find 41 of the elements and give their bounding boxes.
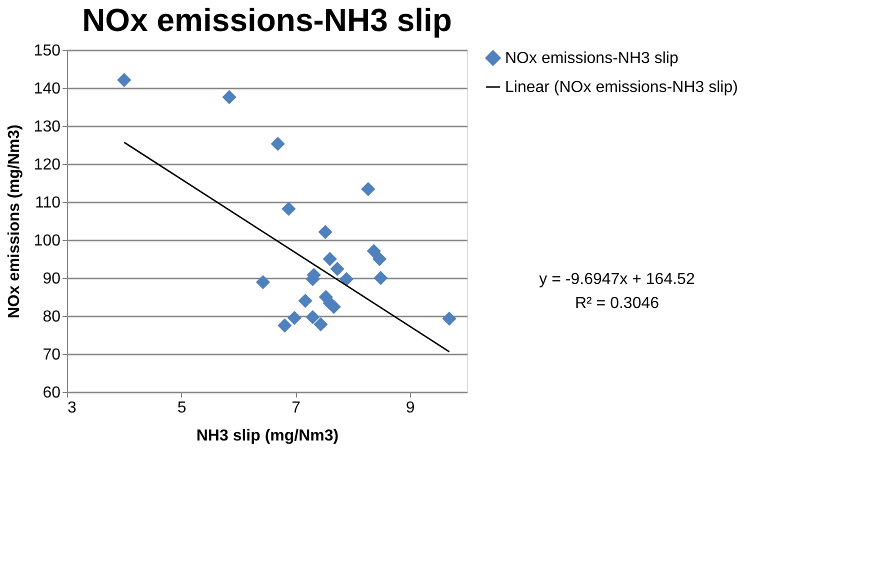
legend-label: NOx emissions-NH3 slip bbox=[505, 50, 678, 67]
point bbox=[374, 270, 388, 286]
point bbox=[298, 294, 312, 308]
y-tick-label: 140 bbox=[34, 80, 61, 98]
y-tick-label: 100 bbox=[34, 232, 61, 250]
point bbox=[287, 310, 302, 325]
legend-label: Linear (NOx emissions-NH3 slip) bbox=[505, 79, 738, 96]
point bbox=[278, 318, 292, 333]
y-tick-label: 130 bbox=[34, 118, 61, 136]
y-tick-label: 110 bbox=[34, 194, 61, 212]
point bbox=[306, 310, 320, 324]
point bbox=[318, 224, 332, 240]
point bbox=[442, 312, 456, 326]
y-axis-title: NOx emissions (mg/Nm3) bbox=[6, 124, 23, 318]
text: y = -9.6947x + 164.52 bbox=[539, 271, 695, 288]
point bbox=[322, 252, 337, 266]
point bbox=[256, 275, 270, 290]
point bbox=[270, 136, 285, 151]
y-tick-label: 70 bbox=[42, 346, 61, 364]
x-tick-label: 7 bbox=[292, 400, 301, 416]
y-tick-label: 120 bbox=[34, 156, 61, 174]
point bbox=[282, 202, 296, 216]
point bbox=[326, 300, 341, 314]
text: R² = 0.3046 bbox=[574, 295, 660, 312]
point bbox=[117, 72, 132, 88]
x-axis-title: NH3 slip (mg/Nm3) bbox=[196, 428, 339, 444]
chart-title: NOx emissions-NH3 slip bbox=[82, 2, 452, 38]
point bbox=[314, 317, 328, 332]
x-tick-label: 5 bbox=[177, 400, 186, 416]
point bbox=[222, 90, 236, 104]
point bbox=[366, 244, 381, 258]
point bbox=[361, 182, 376, 196]
y-tick-label: 60 bbox=[42, 384, 61, 402]
point bbox=[372, 252, 387, 266]
y-tick-label: 90 bbox=[42, 270, 61, 288]
x-tick-label: 9 bbox=[406, 400, 415, 416]
point bbox=[330, 262, 344, 276]
y-tick-label: 150 bbox=[34, 42, 61, 60]
y-tick-label: 80 bbox=[42, 308, 61, 326]
x-tick-label: 3 bbox=[68, 400, 76, 416]
point bbox=[339, 272, 354, 286]
